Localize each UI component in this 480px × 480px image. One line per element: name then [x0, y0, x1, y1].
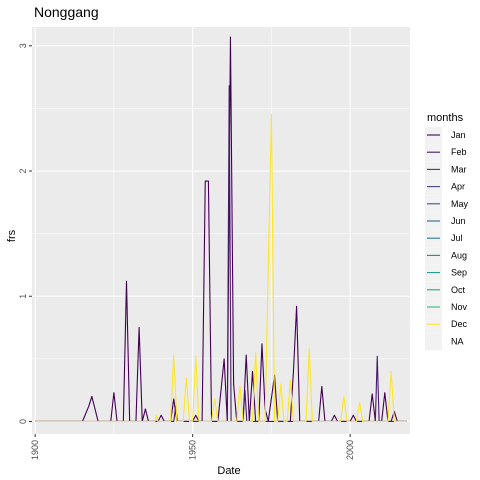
- y-tick-label: 1: [18, 294, 28, 299]
- legend: Jan Feb Mar Apr May Jun Jul Aug Sep Oct Nov Dec NA: [425, 127, 469, 351]
- legend-label-dec: Dec: [451, 319, 468, 329]
- legend-label-mar: Mar: [451, 164, 467, 174]
- x-tick-label: 2000: [345, 440, 355, 460]
- legend-title: months: [427, 112, 464, 124]
- legend-key: [425, 333, 442, 351]
- legend-label-jul: Jul: [451, 233, 463, 243]
- y-axis-title: frs: [6, 229, 18, 242]
- plot-panel: [32, 27, 410, 434]
- legend-label-nov: Nov: [451, 302, 468, 312]
- x-tick-label: 1900: [30, 440, 40, 460]
- series-line-jan: [35, 36, 407, 423]
- y-tick-label: 3: [18, 43, 28, 48]
- legend-label-jan: Jan: [451, 130, 466, 140]
- legend-label-apr: Apr: [451, 182, 465, 192]
- x-axis: 1900 1950 2000: [30, 434, 355, 460]
- legend-label-feb: Feb: [451, 147, 467, 157]
- series-line-dec: [35, 114, 407, 423]
- y-tick-label: 0: [18, 419, 28, 424]
- legend-label-jun: Jun: [451, 216, 466, 226]
- legend-label-sep: Sep: [451, 268, 467, 278]
- legend-label-may: May: [451, 199, 469, 209]
- chart-title: Nonggang: [34, 4, 99, 20]
- legend-label-aug: Aug: [451, 250, 467, 260]
- y-tick-label: 2: [18, 169, 28, 174]
- legend-label-oct: Oct: [451, 285, 466, 295]
- y-axis: 0 1 2 3: [18, 43, 32, 424]
- legend-label-na: NA: [451, 336, 464, 346]
- x-axis-title: Date: [217, 465, 240, 477]
- data-lines: [35, 36, 407, 423]
- x-tick-label: 1950: [188, 440, 198, 460]
